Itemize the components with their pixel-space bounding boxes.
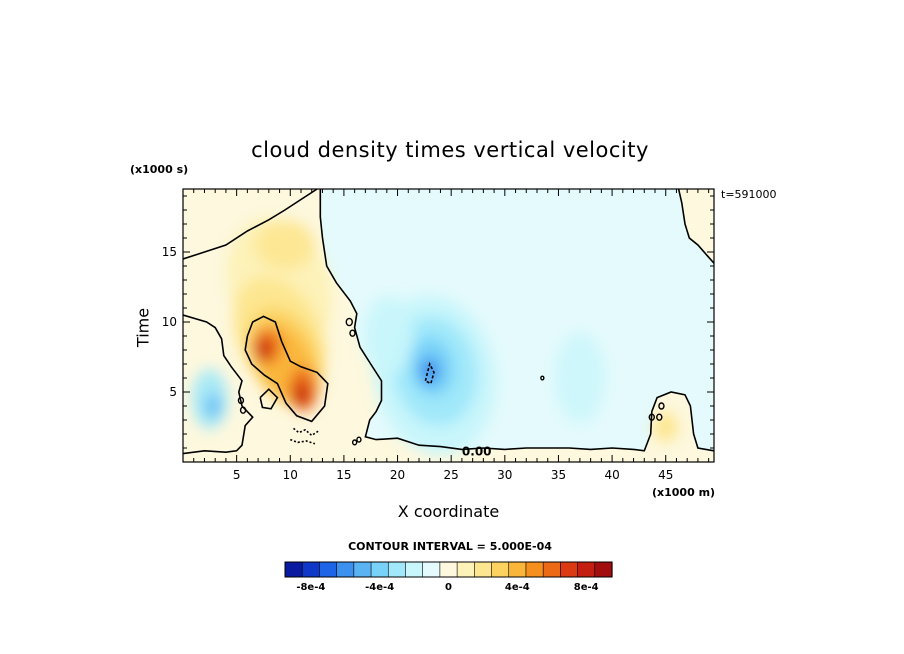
x-tick-label: 30 [497, 468, 512, 482]
colorbar-tick-label: 0 [445, 582, 452, 593]
neg-blob-east [554, 333, 605, 423]
x-tick-label: 20 [390, 468, 405, 482]
neg-contour-dashed [424, 361, 435, 385]
speckle-6 [648, 413, 655, 421]
colorbar-swatch [525, 561, 544, 578]
colorbar-tick-label: 8e-4 [574, 582, 599, 593]
colorbar-tick-label: 4e-4 [505, 582, 530, 593]
colorbar-swatch [353, 561, 372, 578]
x-tick-label: 40 [604, 468, 619, 482]
speckle-10 [356, 436, 362, 443]
x-tick-label: 5 [233, 468, 241, 482]
zero-contour-label: 0.00 [462, 445, 492, 459]
zero-contour-top [183, 189, 318, 260]
zero-contour-main [319, 189, 714, 452]
speckle-9 [351, 439, 358, 446]
speckle-3 [237, 396, 245, 405]
colorbar-swatch [387, 561, 407, 578]
chart-title: cloud density times vertical velocity [251, 138, 649, 162]
x-tick-label: 25 [444, 468, 459, 482]
colorbar-tick-label: -8e-4 [296, 582, 325, 593]
x-tick-label: 10 [283, 468, 298, 482]
x-tick-label: 35 [551, 468, 566, 482]
small-contour-loop [259, 388, 279, 410]
zero-contour-east [677, 189, 714, 264]
colorbar-frame [284, 561, 613, 578]
speckle-8 [658, 402, 665, 410]
x-axis-label: X coordinate [397, 502, 500, 521]
colorbar-swatch [319, 561, 338, 578]
speckle-2 [349, 329, 356, 337]
colorbar-swatch [422, 561, 441, 578]
pos-core-a-inner [255, 340, 272, 360]
colorbar-swatch [491, 561, 510, 578]
colorbar-swatch [284, 561, 303, 578]
colorbar-swatch [336, 561, 355, 578]
neg-blob-west-core [205, 394, 222, 418]
heatmap-field [183, 189, 714, 462]
neg-blob-core [419, 357, 440, 385]
colorbar-swatch [456, 561, 475, 578]
colorbar-swatch [474, 561, 493, 578]
x-units-label: (x1000 m) [652, 486, 716, 499]
contour-interval-label: CONTOUR INTERVAL = 5.000E-04 [348, 540, 552, 553]
y-tick-label: 15 [162, 245, 177, 259]
pos-core-b-inner [293, 383, 309, 406]
speckle-5 [540, 375, 545, 381]
colorbar-swatch [560, 561, 579, 578]
pos-contour-core [244, 315, 329, 423]
y-tick-label: 5 [169, 385, 177, 399]
pos-plume-top [254, 220, 315, 270]
colorbar-swatch [370, 561, 389, 578]
dotted-fragment-1 [293, 427, 319, 437]
colorbar-swatch [405, 561, 424, 578]
colorbar-swatch [508, 561, 527, 578]
speckle-1 [345, 317, 353, 327]
x-tick-label: 45 [658, 468, 673, 482]
colorbar-swatch [577, 561, 596, 578]
speckle-4 [239, 406, 247, 414]
dotted-fragment-2 [290, 438, 316, 445]
speckle-7 [656, 413, 663, 421]
zero-contour-west [183, 314, 254, 455]
y-units-label: (x1000 s) [130, 163, 189, 176]
colorbar-swatch [542, 561, 561, 578]
colorbar-swatch [301, 561, 321, 578]
plot-frame [182, 188, 715, 463]
neg-blob-centre [363, 296, 414, 376]
axis-ticks: 5 10 15 20 25 30 35 40 45 5 10 15 [162, 189, 714, 482]
time-stamp-label: t=591000 [721, 188, 777, 201]
colorbar-tick-label: -4e-4 [365, 582, 394, 593]
colorbar-swatch [594, 561, 613, 578]
y-tick-label: 10 [162, 315, 177, 329]
colorbar-swatch [439, 561, 458, 578]
contour-lines: 0.00 [183, 189, 714, 459]
x-tick-label: 15 [336, 468, 351, 482]
colorbar: -8e-4 -4e-4 0 4e-4 8e-4 [284, 561, 613, 593]
